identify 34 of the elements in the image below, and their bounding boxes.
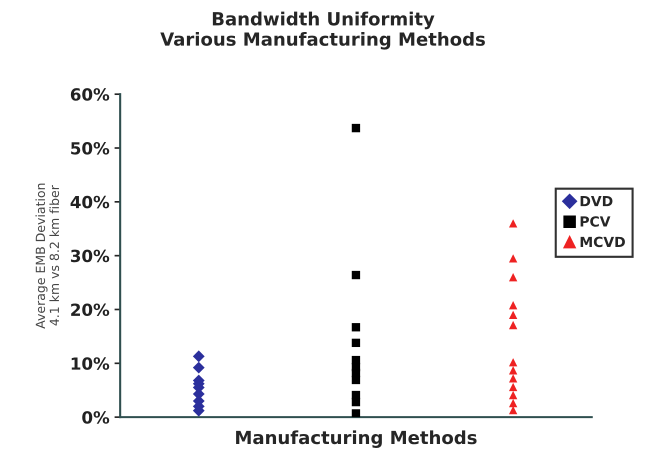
legend-label: PCV [580, 216, 610, 227]
y-tick-label: 10% [72, 357, 110, 370]
point [508, 398, 518, 408]
legend-label: DVD [580, 196, 612, 206]
point [508, 301, 518, 310]
point [352, 398, 360, 406]
x-axis-title: Manufacturing Methods [236, 430, 477, 448]
point [352, 338, 360, 348]
y-tick-label: 40% [70, 196, 110, 208]
point [352, 270, 360, 280]
point [192, 350, 205, 362]
point [352, 323, 360, 332]
point [352, 409, 360, 418]
point [352, 124, 360, 132]
y-tick-label: 30% [70, 250, 110, 262]
point [192, 362, 205, 374]
legend-label: MCVD [580, 236, 625, 248]
point [508, 273, 518, 282]
point [508, 390, 518, 400]
y-tick-label: 0% [82, 411, 110, 424]
point [508, 366, 518, 374]
point [508, 382, 518, 392]
y-tick-label: 20% [71, 303, 110, 316]
point [508, 254, 518, 263]
y-tick-label: 50% [71, 142, 110, 155]
point [508, 320, 518, 330]
point [508, 374, 518, 383]
point [508, 219, 518, 228]
y-axis-title: Average EMB Deviation 4.1 km vs 8.2 km fiber [35, 184, 60, 329]
point [352, 376, 360, 384]
chart-title: Bandwidth Uniformity Various Manufacturing Methods [160, 12, 485, 50]
point [508, 310, 518, 320]
point [508, 358, 518, 366]
y-tick-label: 60% [70, 88, 110, 101]
